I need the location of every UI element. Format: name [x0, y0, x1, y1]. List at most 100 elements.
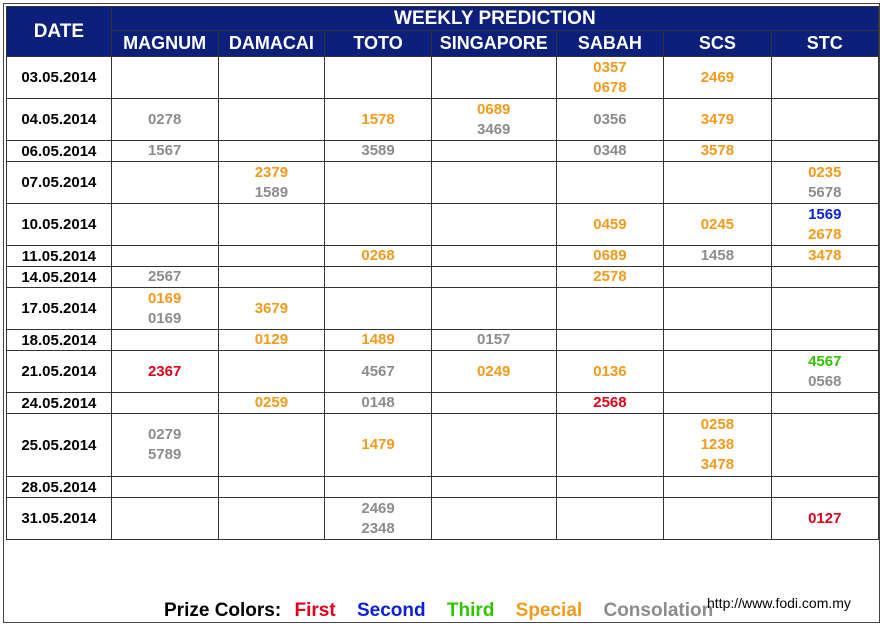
prediction-number: 0129 — [254, 331, 289, 348]
prediction-cell-damacai — [217, 497, 326, 540]
prediction-cell-sabah — [555, 287, 665, 330]
prediction-cell-sabah — [555, 413, 665, 477]
prediction-number: 0348 — [593, 142, 627, 159]
prediction-cell-scs — [663, 476, 772, 498]
legend-first: First — [294, 600, 336, 621]
prediction-cell-damacai — [217, 245, 326, 267]
prediction-cell-singapore — [430, 140, 557, 162]
prediction-number: 4567 — [361, 362, 395, 380]
table-row: 28.05.2014 — [6, 476, 880, 498]
prediction-cell-damacai — [217, 350, 326, 393]
table-row: 31.05.2014 2469 2348 0127 — [6, 497, 880, 540]
table-row: 03.05.2014 0357 0678 2469 — [6, 56, 880, 99]
date-cell: 04.05.2014 — [6, 98, 112, 141]
legend-third: Third — [446, 600, 495, 621]
prediction-number: 0235 — [808, 163, 842, 181]
prediction-number: 1567 — [147, 142, 182, 159]
prediction-cell-toto — [324, 161, 432, 204]
prediction-number: 0268 — [361, 247, 395, 264]
prediction-cell-scs — [663, 287, 772, 330]
prediction-cell-sabah: 2568 — [555, 392, 665, 414]
prediction-cell-damacai: 0259 — [217, 392, 326, 414]
prediction-cell-singapore: 0689 3469 — [430, 98, 557, 141]
prediction-cell-singapore — [430, 56, 557, 99]
prediction-cell-toto: 1578 — [324, 98, 432, 141]
prediction-cell-toto: 1479 — [324, 413, 432, 477]
prediction-cell-toto — [324, 203, 432, 246]
prediction-number: 0278 — [147, 110, 182, 128]
prediction-cell-magnum — [110, 161, 219, 204]
prediction-cell-magnum — [110, 476, 219, 498]
prediction-cell-stc: 4567 0568 — [770, 350, 880, 393]
table-row: 24.05.2014 0259 0148 2568 — [6, 392, 880, 414]
prize-legend: Prize Colors: First Second Third Special… — [164, 600, 729, 622]
date-cell: 06.05.2014 — [6, 140, 112, 162]
table-row: 07.05.2014 2379 1589 0235 5678 — [6, 161, 880, 204]
prediction-cell-scs — [663, 161, 772, 204]
prediction-cell-magnum — [110, 203, 219, 246]
table-row: 25.05.2014 0279 5789 1479 0258 1238 3478 — [6, 413, 880, 477]
prediction-number: 1489 — [361, 331, 395, 348]
prediction-cell-stc — [770, 98, 880, 141]
prediction-cell-scs: 0245 — [663, 203, 772, 246]
prediction-cell-magnum — [110, 56, 219, 99]
prediction-number: 0459 — [593, 215, 627, 233]
table-row: 18.05.2014 0129 1489 0157 — [6, 329, 880, 351]
prediction-cell-magnum: 2567 — [110, 266, 219, 288]
prediction-cell-scs — [663, 497, 772, 540]
prediction-cell-sabah: 0459 — [555, 203, 665, 246]
prediction-cell-damacai — [217, 140, 326, 162]
prediction-cell-scs: 3479 — [663, 98, 772, 141]
prediction-cell-scs: 1458 — [663, 245, 772, 267]
prediction-cell-singapore — [430, 392, 557, 414]
table-body: 03.05.2014 0357 0678 2469 04.05.2014 0278 1578… — [6, 56, 880, 540]
prediction-cell-magnum: 2367 — [110, 350, 219, 393]
prediction-number: 3469 — [477, 120, 511, 138]
prediction-cell-toto: 2469 2348 — [324, 497, 432, 540]
prediction-cell-damacai — [217, 56, 326, 99]
prediction-cell-scs — [663, 329, 772, 351]
prediction-number: 0127 — [808, 509, 842, 527]
table-row: 17.05.2014 0169 0169 3679 — [6, 287, 880, 330]
prediction-cell-damacai: 3679 — [217, 287, 326, 330]
prediction-cell-toto: 4567 — [324, 350, 432, 393]
prediction-number: 0136 — [593, 362, 627, 380]
prediction-cell-sabah — [555, 329, 665, 351]
date-column-header: DATE — [6, 6, 112, 57]
date-cell: 25.05.2014 — [6, 413, 112, 477]
prediction-number: 0678 — [593, 78, 627, 96]
prediction-number: 2469 — [700, 68, 735, 86]
prediction-cell-toto: 3589 — [324, 140, 432, 162]
prediction-cell-stc — [770, 56, 880, 99]
prediction-cell-scs — [663, 350, 772, 393]
prediction-number: 0689 — [593, 247, 627, 264]
prediction-cell-singapore — [430, 245, 557, 267]
legend-title: Prize Colors: — [164, 600, 282, 621]
prediction-number: 2567 — [147, 268, 182, 285]
prediction-cell-sabah: 0136 — [555, 350, 665, 393]
prediction-table: DATE WEEKLY PREDICTION MAGNUM DAMACAI TOTO… — [6, 6, 880, 540]
prediction-cell-stc: 1569 2678 — [770, 203, 880, 246]
prediction-cell-stc — [770, 413, 880, 477]
column-header-scs: SCS — [663, 30, 772, 57]
legend-consolation: Consolation — [603, 600, 714, 621]
prediction-number: 0568 — [808, 372, 842, 390]
prediction-cell-singapore — [430, 161, 557, 204]
prediction-cell-sabah — [555, 161, 665, 204]
column-header-toto: TOTO — [324, 30, 432, 57]
prediction-cell-stc — [770, 140, 880, 162]
prediction-cell-stc: 0127 — [770, 497, 880, 540]
prediction-cell-scs — [663, 392, 772, 414]
prediction-cell-stc: 0235 5678 — [770, 161, 880, 204]
prediction-number: 3589 — [361, 142, 395, 159]
prediction-cell-singapore — [430, 266, 557, 288]
table-row: 04.05.2014 0278 1578 0689 3469 0356 3479 — [6, 98, 880, 141]
prediction-number: 0157 — [477, 331, 511, 348]
table-row: 21.05.2014 2367 4567 0249 0136 4567 0568 — [6, 350, 880, 393]
table-row: 06.05.2014 1567 3589 0348 3578 — [6, 140, 880, 162]
column-header-stc: STC — [770, 30, 880, 57]
prediction-cell-scs: 0258 1238 3478 — [663, 413, 772, 477]
date-cell: 11.05.2014 — [6, 245, 112, 267]
prediction-cell-magnum — [110, 329, 219, 351]
website-url[interactable]: http://www.fodi.com.my — [707, 595, 851, 611]
